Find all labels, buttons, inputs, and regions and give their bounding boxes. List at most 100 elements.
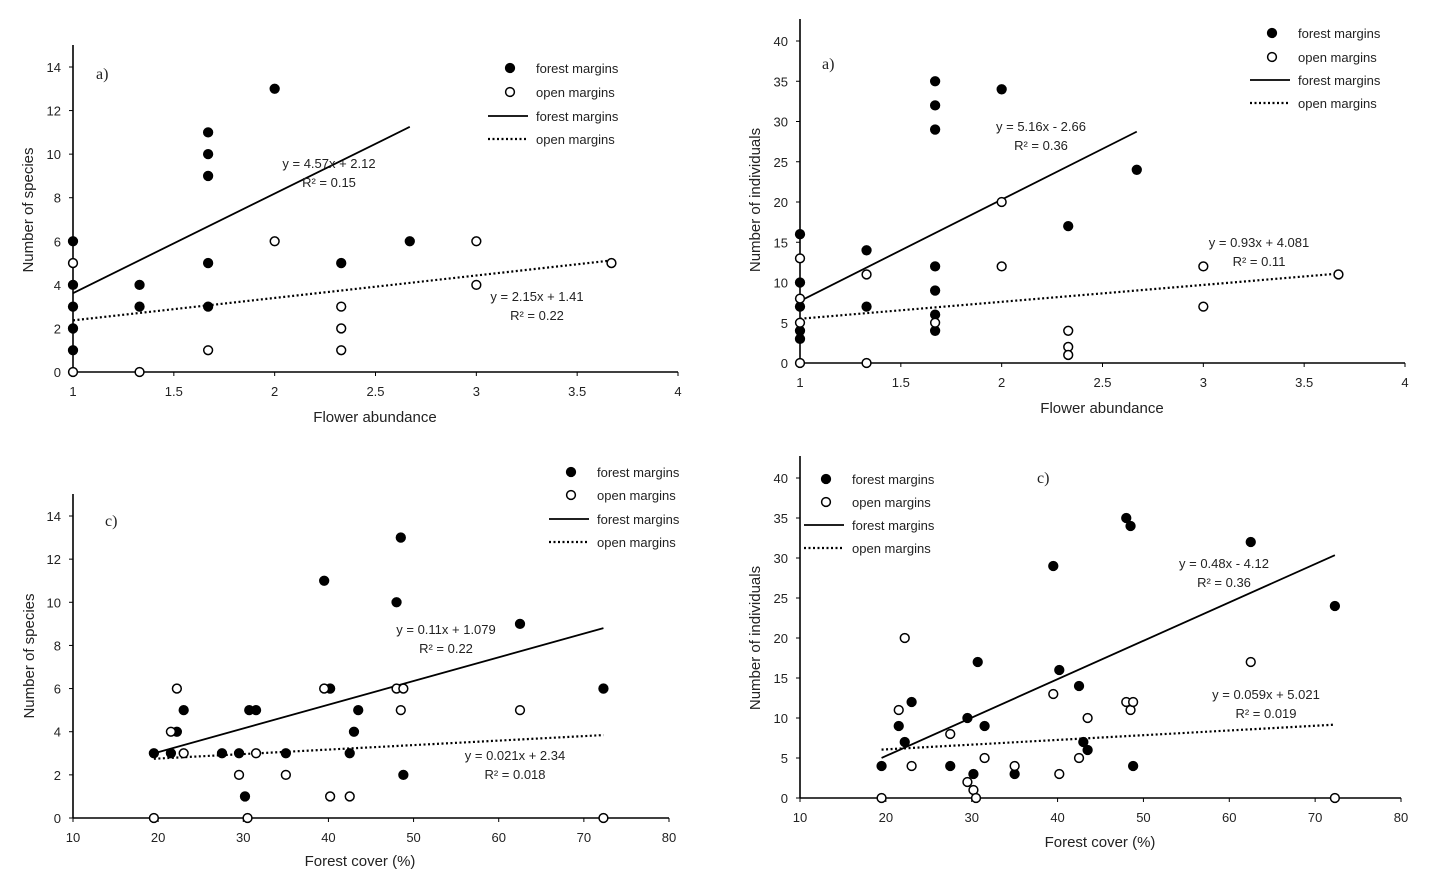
forest-margin-point	[794, 277, 806, 288]
open-margin-point	[336, 301, 347, 312]
x-tick-label: 2	[998, 375, 1005, 390]
legend-label: open margins	[1298, 96, 1377, 111]
forest-margin-point	[1054, 664, 1065, 676]
forest-margin-point	[1127, 760, 1139, 772]
forest-margin-point	[395, 532, 406, 543]
x-tick-label: 70	[1308, 810, 1322, 825]
forest-margin-point	[353, 704, 364, 716]
y-tick-label: 20	[774, 195, 788, 210]
x-tick-label: 50	[406, 830, 420, 845]
open-margin-point	[471, 236, 482, 247]
legend-label: forest margins	[1298, 73, 1381, 88]
forest-margin-point	[1245, 536, 1256, 548]
open-margin-point	[794, 317, 806, 328]
open-margin-point	[1054, 768, 1065, 780]
legend-label: forest margins	[536, 109, 619, 124]
x-tick-label: 80	[1394, 810, 1408, 825]
open-margin-point	[269, 236, 280, 247]
open-margin-point	[1127, 696, 1139, 708]
forest-margin-point	[67, 279, 79, 291]
forest-margin-point	[861, 301, 872, 312]
trend-equation: y = 0.021x + 2.34	[465, 748, 565, 763]
open-trendline	[881, 723, 1335, 751]
legend: forest margins open margins forest margins…	[488, 61, 619, 147]
y-tick-label: 10	[47, 595, 61, 610]
y-tick-label: 30	[774, 115, 788, 130]
y-tick-label: 35	[774, 511, 788, 526]
forest-margin-point	[598, 683, 609, 694]
open-margin-point	[514, 704, 526, 716]
y-tick-label: 5	[781, 751, 788, 766]
forest-margin-point	[134, 301, 145, 312]
y-tick-label: 0	[781, 356, 788, 371]
forest-trendline	[881, 554, 1336, 759]
y-tick-label: 8	[54, 191, 61, 206]
forest-margin-point	[134, 279, 145, 291]
legend: forest margins open margins forest margins…	[549, 465, 680, 550]
x-tick-label: 20	[879, 810, 893, 825]
forest-margin-point	[893, 720, 904, 732]
y-tick-label: 4	[54, 278, 61, 293]
legend-label: forest margins	[597, 465, 680, 480]
legend: forest margins open margins forest margins…	[804, 472, 935, 556]
trend-r2: R² = 0.11	[1233, 254, 1286, 269]
forest-margin-point	[929, 261, 941, 272]
open-margin-point	[1048, 688, 1059, 700]
forest-margin-point	[1048, 560, 1059, 572]
forest-margin-point	[216, 748, 228, 759]
forest-margin-point	[972, 656, 983, 668]
open-margin-point	[250, 748, 262, 759]
forest-margin-point	[899, 736, 910, 748]
open-margin-point	[233, 769, 245, 781]
legend-label: open margins	[852, 541, 931, 556]
x-tick-label: 40	[321, 830, 335, 845]
y-tick-label: 25	[774, 591, 788, 606]
forest-margin-point	[929, 76, 941, 87]
legend-label: open margins	[536, 132, 615, 147]
legend-forest-marker	[504, 62, 516, 74]
y-tick-label: 4	[54, 725, 61, 740]
y-tick-label: 0	[54, 811, 61, 826]
open-margin-point	[1329, 792, 1341, 804]
y-axis-title: Number of individuals	[747, 128, 764, 272]
x-tick-label: 3	[473, 384, 480, 399]
forest-margin-point	[906, 696, 917, 708]
trend-equation: y = 0.059x + 5.021	[1212, 687, 1320, 702]
open-margin-point	[1198, 261, 1209, 272]
forest-margin-point	[319, 575, 330, 586]
chart-panel-1: 0 2 4 6 8 10 12 14 1 1.5 2 2.5 3 3.5 4 Flower abundance…	[20, 45, 682, 426]
y-tick-label: 2	[54, 321, 61, 336]
open-margin-point	[970, 792, 982, 804]
x-axis-title: Forest cover (%)	[1045, 834, 1156, 851]
legend-open-marker	[565, 489, 577, 501]
chart-panel-3: 0 2 4 6 8 10 12 14 10 20 30 40 50 60 70 80 Forest cover …	[21, 465, 680, 870]
legend-forest-marker	[820, 473, 832, 485]
chart-panel-4: 0 5 10 15 20 25 30 35 40 10 20 30 40 50 60 70 80 Forest c…	[747, 456, 1408, 851]
open-margin-point	[171, 683, 183, 694]
open-margin-point	[794, 253, 806, 264]
forest-margin-point	[202, 170, 214, 182]
y-tick-label: 10	[47, 147, 61, 162]
y-tick-label: 0	[54, 365, 61, 380]
open-margin-point	[398, 683, 409, 694]
x-tick-label: 2.5	[366, 384, 384, 399]
forest-margin-point	[794, 229, 806, 240]
y-tick-label: 5	[781, 316, 788, 331]
open-margin-point	[319, 683, 330, 694]
forest-margin-point	[794, 333, 806, 345]
legend-forest-marker	[1266, 27, 1278, 39]
open-trendline	[72, 259, 612, 322]
x-tick-label: 60	[491, 830, 505, 845]
x-tick-label: 3.5	[568, 384, 586, 399]
legend: forest margins open margins forest margins…	[1250, 26, 1381, 111]
open-margin-point	[67, 366, 79, 378]
forest-margin-point	[1063, 221, 1074, 232]
y-tick-label: 10	[774, 711, 788, 726]
forest-margin-point	[1082, 744, 1093, 756]
open-margin-point	[202, 345, 214, 356]
open-margin-point	[148, 812, 160, 824]
forest-margin-point	[1131, 164, 1142, 175]
panel-label: c)	[1037, 470, 1049, 487]
trend-r2: R² = 0.22	[510, 308, 564, 323]
forest-margin-point	[398, 769, 409, 781]
